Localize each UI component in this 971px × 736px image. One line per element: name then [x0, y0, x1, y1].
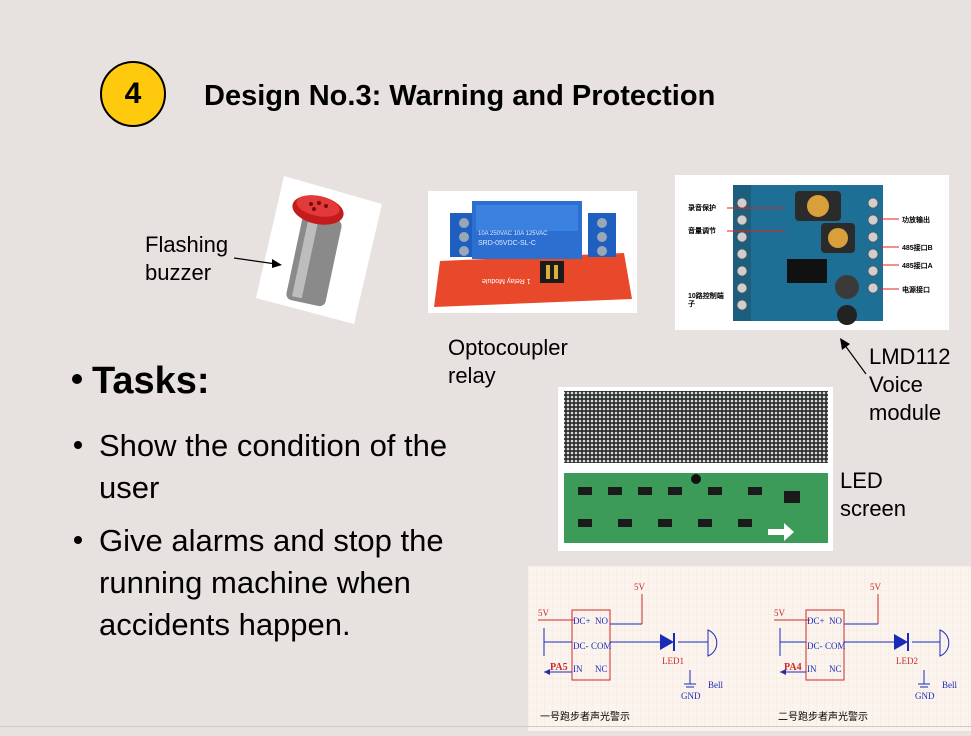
- right-supply-top: 5V: [870, 582, 881, 592]
- right-caption: 二号跑步者声光警示: [778, 712, 868, 723]
- left-gnd: GND: [681, 691, 701, 701]
- left-supply-left: 5V: [538, 608, 549, 618]
- led-screen-photo: [558, 387, 833, 551]
- relay-photo: [428, 191, 637, 313]
- voice-callout-protect: 录音保护: [688, 205, 716, 212]
- task-item-1: Show the condition of the user: [74, 425, 514, 509]
- left-pin-nc: NC: [595, 664, 608, 674]
- voice-callout-amp: 功放输出: [902, 217, 930, 224]
- right-bell: Bell: [942, 680, 957, 690]
- right-gnd: GND: [915, 691, 935, 701]
- left-pin-dcminus: DC-: [573, 641, 589, 651]
- voice-module-label: LMD112 Voice module: [869, 344, 951, 425]
- left-pin-com: COM: [591, 641, 612, 651]
- right-pin-dcplus: DC+: [807, 616, 825, 626]
- left-supply-top: 5V: [634, 582, 645, 592]
- slide-bottom-border: [0, 726, 971, 727]
- tasks-heading: Tasks:: [72, 360, 210, 403]
- task-bullet: [74, 441, 82, 449]
- right-port: PA4: [784, 662, 802, 673]
- task-bullet: [74, 536, 82, 544]
- left-caption: 一号跑步者声光警示: [540, 712, 630, 723]
- right-pin-in: IN: [807, 664, 817, 674]
- slide-number: 4: [124, 77, 142, 110]
- right-pin-no: NO: [829, 616, 842, 626]
- schematic-wiring: [528, 566, 971, 731]
- left-pin-no: NO: [595, 616, 608, 626]
- right-supply-left: 5V: [774, 608, 785, 618]
- schematic-panel: 5V 5V DC+ NO DC- COM IN NC PA5 LED1 Bell…: [528, 566, 971, 731]
- task-item-2-text: Give alarms and stop the running machine…: [99, 523, 444, 642]
- tasks-heading-text: Tasks:: [92, 360, 210, 402]
- task-item-2: Give alarms and stop the running machine…: [74, 520, 494, 646]
- left-bell: Bell: [708, 680, 723, 690]
- led-screen-label: LED screen: [840, 468, 907, 521]
- voice-callout-485a: 485接口A: [902, 263, 933, 270]
- voice-callout-485b: 485接口B: [902, 245, 933, 252]
- voice-callout-power: 电源接口: [902, 287, 930, 294]
- buzzer-arrow: [233, 257, 282, 268]
- tasks-heading-bullet: [72, 373, 82, 384]
- left-port: PA5: [550, 662, 568, 673]
- voice-module-photo: [675, 175, 949, 330]
- right-led: LED2: [896, 656, 918, 666]
- buzzer-photo: [256, 176, 382, 324]
- left-pin-dcplus: DC+: [573, 616, 591, 626]
- relay-label: Optocoupler relay: [448, 335, 568, 388]
- voice-callout-volume: 音量调节: [688, 228, 716, 235]
- relay-print-module: 1 Relay Module: [482, 277, 531, 284]
- right-pin-dcminus: DC-: [807, 641, 823, 651]
- voice-arrow: [840, 338, 867, 375]
- right-pin-nc: NC: [829, 664, 842, 674]
- left-pin-in: IN: [573, 664, 583, 674]
- relay-print-rating: 10A 250VAC 10A 125VAC: [478, 231, 548, 237]
- slide-title: Design No.3: Warning and Protection: [204, 80, 716, 112]
- left-led: LED1: [662, 656, 684, 666]
- voice-callout-ctrl: 10路控制端子: [688, 293, 724, 308]
- relay-print-model: SRD-05VDC-SL-C: [478, 240, 536, 247]
- buzzer-label: Flashing buzzer: [145, 232, 229, 285]
- task-item-1-text: Show the condition of the user: [99, 428, 448, 505]
- slide-number-badge: 4: [100, 61, 166, 127]
- right-pin-com: COM: [825, 641, 846, 651]
